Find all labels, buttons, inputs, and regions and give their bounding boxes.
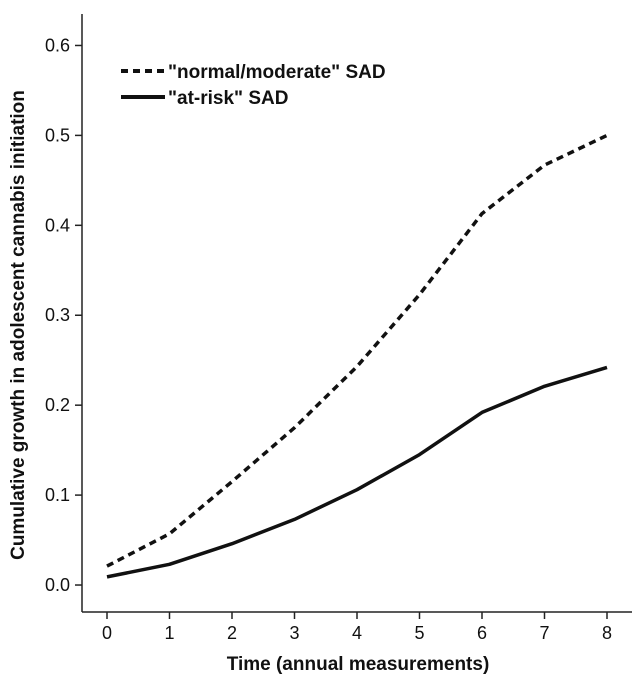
- x-tick-label: 3: [289, 623, 299, 643]
- legend: "normal/moderate" SAD "at-risk" SAD: [121, 62, 386, 109]
- legend-label-normal-moderate: "normal/moderate" SAD: [168, 62, 386, 83]
- y-tick-label: 0.6: [45, 35, 70, 55]
- x-tick-label: 5: [414, 623, 424, 643]
- series-line-at-risk: [106, 365, 608, 579]
- y-tick-label: 0.5: [45, 125, 70, 145]
- y-tick-label: 0.3: [45, 305, 70, 325]
- y-tick-label: 0.0: [45, 575, 70, 595]
- series-line-normal-moderate: [106, 133, 608, 568]
- x-axis-title: Time (annual measurements): [227, 654, 490, 675]
- x-tick-label: 7: [539, 623, 549, 643]
- y-axis-title: Cumulative growth in adolescent cannabis…: [8, 90, 29, 560]
- y-tick-label: 0.2: [45, 395, 70, 415]
- x-tick-label: 2: [227, 623, 237, 643]
- legend-label-at-risk: "at-risk" SAD: [168, 88, 288, 109]
- series-lines: [106, 133, 608, 579]
- x-tick-label: 1: [164, 623, 174, 643]
- axes: 0.0 0.1 0.2 0.3 0.4 0.5 0.6 0 1 2 3 4 5 6 7 8: [45, 14, 632, 643]
- x-tick-label: 8: [602, 623, 612, 643]
- x-tick-label: 0: [102, 623, 112, 643]
- x-tick-label: 4: [352, 623, 362, 643]
- y-tick-label: 0.1: [45, 485, 70, 505]
- y-tick-label: 0.4: [45, 215, 70, 235]
- x-tick-label: 6: [477, 623, 487, 643]
